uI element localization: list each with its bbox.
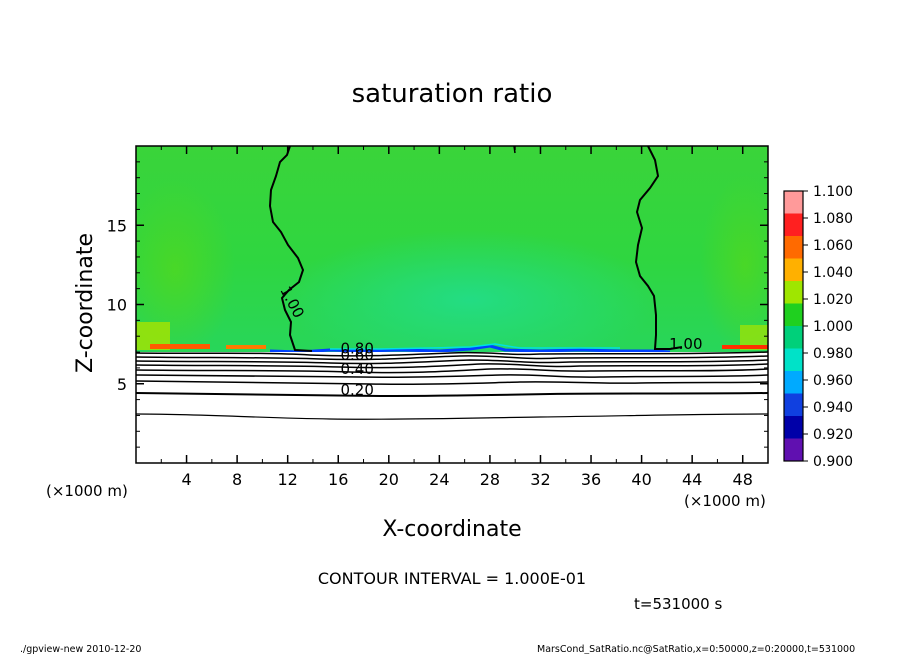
- x-tick-label: 20: [379, 470, 399, 489]
- field-lower: [136, 352, 768, 463]
- time-label: t=531000 s: [634, 595, 722, 613]
- contour-label: 0.80: [340, 340, 373, 358]
- contour-0-30: [136, 380, 768, 386]
- colorbar-label: 0.940: [813, 400, 853, 416]
- x-tick-label: 8: [232, 470, 242, 489]
- contour-label: 1.00: [669, 335, 702, 353]
- field-center-blob: [280, 230, 660, 370]
- plot-area: 1.001.000.800.600.400.20: [136, 146, 768, 463]
- y-axis-label: Z-coordinate: [73, 233, 98, 373]
- colorbar-swatch: [784, 213, 803, 237]
- colorbar-swatch: [784, 371, 803, 394]
- colorbar-label: 1.100: [813, 184, 853, 200]
- contour-tick-top: [513, 146, 516, 154]
- contour-label: 0.40: [340, 360, 373, 378]
- x-tick-label: 4: [181, 470, 191, 489]
- colorbar-label: 0.980: [813, 346, 853, 362]
- colorbar-swatch: [784, 191, 803, 214]
- x-tick-label: 16: [328, 470, 348, 489]
- x-tick-label: 24: [429, 470, 449, 489]
- hot-band-left-2: [226, 345, 266, 349]
- chart-title: saturation ratio: [352, 79, 553, 109]
- y-tick-label: 5: [117, 375, 127, 394]
- contour-0-70: [136, 359, 768, 365]
- colorbar-swatch: [784, 438, 803, 462]
- y-axis: 5 10 15: [107, 161, 768, 448]
- contour-0-20: [136, 392, 768, 398]
- colorbar-label: 1.080: [813, 211, 853, 227]
- contour-1-00-left: [268, 146, 313, 352]
- y-tick-label: 10: [107, 296, 127, 315]
- colorbar-swatch: [784, 416, 803, 439]
- x-axis: 4 8 12 16 20 24 28 32 36 40 44 48: [160, 146, 753, 489]
- colorbar: 1.100 1.080 1.060 1.040 1.020 1.000 0.980 0.960…: [783, 184, 853, 470]
- contour-0-50: [136, 368, 768, 374]
- colorbar-label: 1.040: [813, 265, 853, 281]
- colorbar-swatch: [784, 348, 803, 372]
- contour-1-00-right: [634, 146, 683, 350]
- hot-band-left: [150, 344, 210, 349]
- x-unit-left: (×1000 m): [46, 482, 128, 500]
- hot-band-right: [722, 345, 768, 349]
- contour-interval: CONTOUR INTERVAL = 1.000E-01: [318, 569, 586, 588]
- x-tick-label: 48: [733, 470, 753, 489]
- contour-label: 0.20: [340, 381, 373, 399]
- contour-0-10: [136, 413, 768, 420]
- colorbar-swatch: [784, 393, 803, 417]
- x-tick-label: 28: [480, 470, 500, 489]
- x-tick-label: 40: [631, 470, 651, 489]
- field-right-blob: [700, 175, 768, 355]
- x-tick-label: 36: [581, 470, 601, 489]
- footer-left: ./gpview-new 2010-12-20: [20, 644, 141, 654]
- colorbar-label: 1.000: [813, 319, 853, 335]
- contour-label: 0.60: [340, 346, 373, 364]
- colorbar-swatch: [784, 326, 803, 349]
- y-tick-label: 15: [107, 216, 127, 235]
- colorbar-label: 0.920: [813, 427, 853, 443]
- colorbar-label: 0.900: [813, 454, 853, 470]
- contour-0-90: [136, 351, 768, 357]
- x-axis-label: X-coordinate: [382, 517, 521, 542]
- colorbar-label: 1.060: [813, 238, 853, 254]
- colorbar-swatch: [784, 236, 803, 259]
- colorbar-swatch: [784, 258, 803, 282]
- contour-0-40: [136, 374, 768, 379]
- footer-right: MarsCond_SatRatio.nc@SatRatio,x=0:50000,…: [537, 644, 855, 654]
- colorbar-swatch: [784, 281, 803, 304]
- x-tick-label: 12: [278, 470, 298, 489]
- colorbar-swatch: [784, 303, 803, 327]
- colorbar-label: 0.960: [813, 373, 853, 389]
- cyan-boundary: [330, 343, 620, 350]
- x-tick-label: 32: [530, 470, 550, 489]
- blue-boundary: [269, 344, 671, 354]
- x-tick-label: 44: [682, 470, 702, 489]
- x-unit-right: (×1000 m): [684, 492, 766, 510]
- contour-0-80: [136, 355, 768, 361]
- contour-0-60: [136, 363, 768, 369]
- field-left-blob: [136, 180, 235, 360]
- colorbar-label: 1.020: [813, 292, 853, 308]
